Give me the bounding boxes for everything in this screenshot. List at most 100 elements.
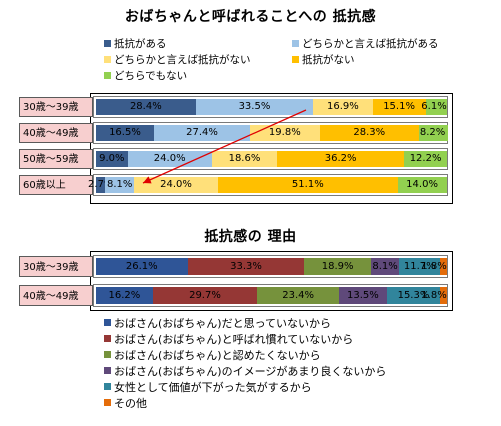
category-label: 60歳以上 (19, 175, 93, 195)
chart2-legend-item: おばさん(おばちゃん)と呼ばれ慣れていないから (104, 333, 353, 346)
chart1-legend-item-3: 抵抗がない (292, 54, 355, 66)
data-label: 14.0% (406, 179, 438, 190)
legend-label: どちらかと言えば抵抗がある (302, 38, 439, 50)
bar-segment (304, 258, 371, 275)
legend-label: 女性として価値が下がった気がするから (114, 381, 312, 394)
bar-segment (96, 177, 106, 193)
bar-segment (105, 177, 134, 193)
bar-segment (404, 151, 447, 167)
chart2-legend-item: 女性として価値が下がった気がするから (104, 381, 312, 394)
bar-segment (319, 125, 419, 141)
bar-segment (370, 258, 400, 275)
data-label: 19.8% (268, 127, 301, 138)
legend-swatch (104, 335, 111, 342)
bar-segment (127, 151, 212, 167)
data-label: 24.0% (153, 153, 186, 164)
data-label: 18.6% (228, 153, 261, 164)
data-label: 28.4% (129, 101, 162, 112)
bar-segment (386, 287, 441, 304)
data-label: 16.2% (108, 289, 141, 301)
bar-segment (133, 177, 219, 193)
bar-row: 16.5% 27.4% 19.8% 28.3% 8.2% (93, 122, 448, 144)
bar-segment (96, 287, 153, 304)
chart1-legend-item-4: どちらでもない (104, 70, 187, 82)
category-label: 40歳～49歳 (19, 123, 93, 143)
legend-swatch (104, 399, 111, 406)
data-label: 26.1% (125, 260, 158, 272)
category-label: 50歳～59歳 (19, 149, 93, 169)
data-label: 8.1% (372, 260, 398, 272)
bar-row: 28.4% 33.5% 16.9% 15.1% 6.1% (93, 96, 448, 118)
legend-label: 抵抗がある (114, 38, 167, 50)
bar-segment (153, 125, 251, 141)
chart2-title: 抵抗感の 理由 (204, 229, 297, 245)
data-label: 29.7% (189, 289, 221, 301)
bar-segment (187, 258, 305, 275)
legend-label: おばさん(おばちゃん)と認めたくないから (114, 349, 321, 362)
data-label: 16.5% (109, 127, 141, 138)
data-label: 15.3% (397, 289, 430, 301)
bar-segment (218, 177, 398, 193)
legend-label: おばさん(おばちゃん)と呼ばれ慣れていないから (114, 333, 354, 346)
data-label: 28.3% (353, 127, 386, 138)
chart2-legend-item: おばさん(おばちゃん)と認めたくないから (104, 349, 321, 362)
legend-swatch (104, 351, 111, 358)
bar-segment (313, 99, 373, 115)
legend-swatch (104, 40, 111, 47)
chart2-legend-item: おばさん(おばちゃん)だと思っていないから (104, 317, 331, 330)
chart1-legend-item-1: どちらかと言えば抵抗がある (292, 38, 439, 50)
chart1-legend-item-0: 抵抗がある (104, 38, 167, 50)
chart2-legend-item: おばさん(おばちゃん)のイメージがあまり良くないから (104, 365, 386, 378)
bar-segment (440, 258, 447, 275)
bar-segment (211, 151, 278, 167)
data-label: 36.2% (324, 153, 357, 164)
legend-swatch (292, 40, 299, 47)
bar-segment (277, 151, 405, 167)
data-label: 2.7% (88, 179, 114, 190)
legend-label: 抵抗がない (302, 54, 355, 66)
data-label: 27.4% (186, 127, 218, 138)
data-label: 23.4% (282, 289, 315, 301)
category-label: 30歳～39歳 (19, 97, 93, 117)
data-label: 18.9% (321, 260, 354, 272)
data-label: 33.3% (230, 260, 262, 272)
legend-label: どちらでもない (114, 70, 188, 82)
bar-segment (418, 125, 448, 141)
bar-segment (250, 125, 320, 141)
data-label: 1.8% (421, 260, 447, 272)
legend-label: どちらかと言えば抵抗がない (114, 54, 251, 66)
bar-segment (440, 287, 447, 304)
data-label: 15.1% (383, 101, 415, 112)
trend-arrow (142, 109, 307, 184)
legend-swatch (292, 56, 299, 63)
bar-row: 16.2% 29.7% 23.4% 13.5% 15.3% 1.8% (93, 284, 448, 307)
data-label: 51.1% (291, 179, 324, 190)
data-label: 1.8% (421, 289, 447, 301)
bar-row: 9.0% 24.0% 18.6% 36.2% 12.2% (93, 148, 448, 170)
chart1-title: おばちゃんと呼ばれることへの 抵抗感 (124, 9, 377, 25)
bar-segment (339, 287, 387, 304)
bar-segment (152, 287, 258, 304)
bar-segment (96, 99, 196, 115)
legend-swatch (104, 383, 111, 390)
category-label: 30歳～39歳 (19, 256, 93, 277)
bar-row: 2.7% 8.1% 24.0% 51.1% 14.0% (88, 174, 448, 196)
data-label: 11.7% (403, 260, 436, 272)
data-label: 16.9% (327, 101, 359, 112)
chart2-legend-item: その他 (104, 397, 147, 410)
chart1-legend-item-2: どちらかと言えば抵抗がない (104, 54, 251, 66)
category-label: 40歳～49歳 (19, 285, 93, 306)
legend-swatch (104, 367, 111, 374)
bar-segment (195, 99, 314, 115)
data-label: 6.1% (421, 101, 447, 112)
bar-segment (425, 99, 447, 115)
bar-segment (397, 177, 447, 193)
legend-label: おばさん(おばちゃん)のイメージがあまり良くないから (114, 365, 387, 378)
bar-segment (257, 287, 340, 304)
bar-row: 26.1% 33.3% 18.9% 8.1% 11.7% 1.8% (93, 255, 448, 278)
legend-label: その他 (114, 397, 147, 410)
bar-segment (372, 99, 426, 115)
data-label: 8.1% (106, 179, 133, 190)
legend-swatch (104, 56, 111, 63)
